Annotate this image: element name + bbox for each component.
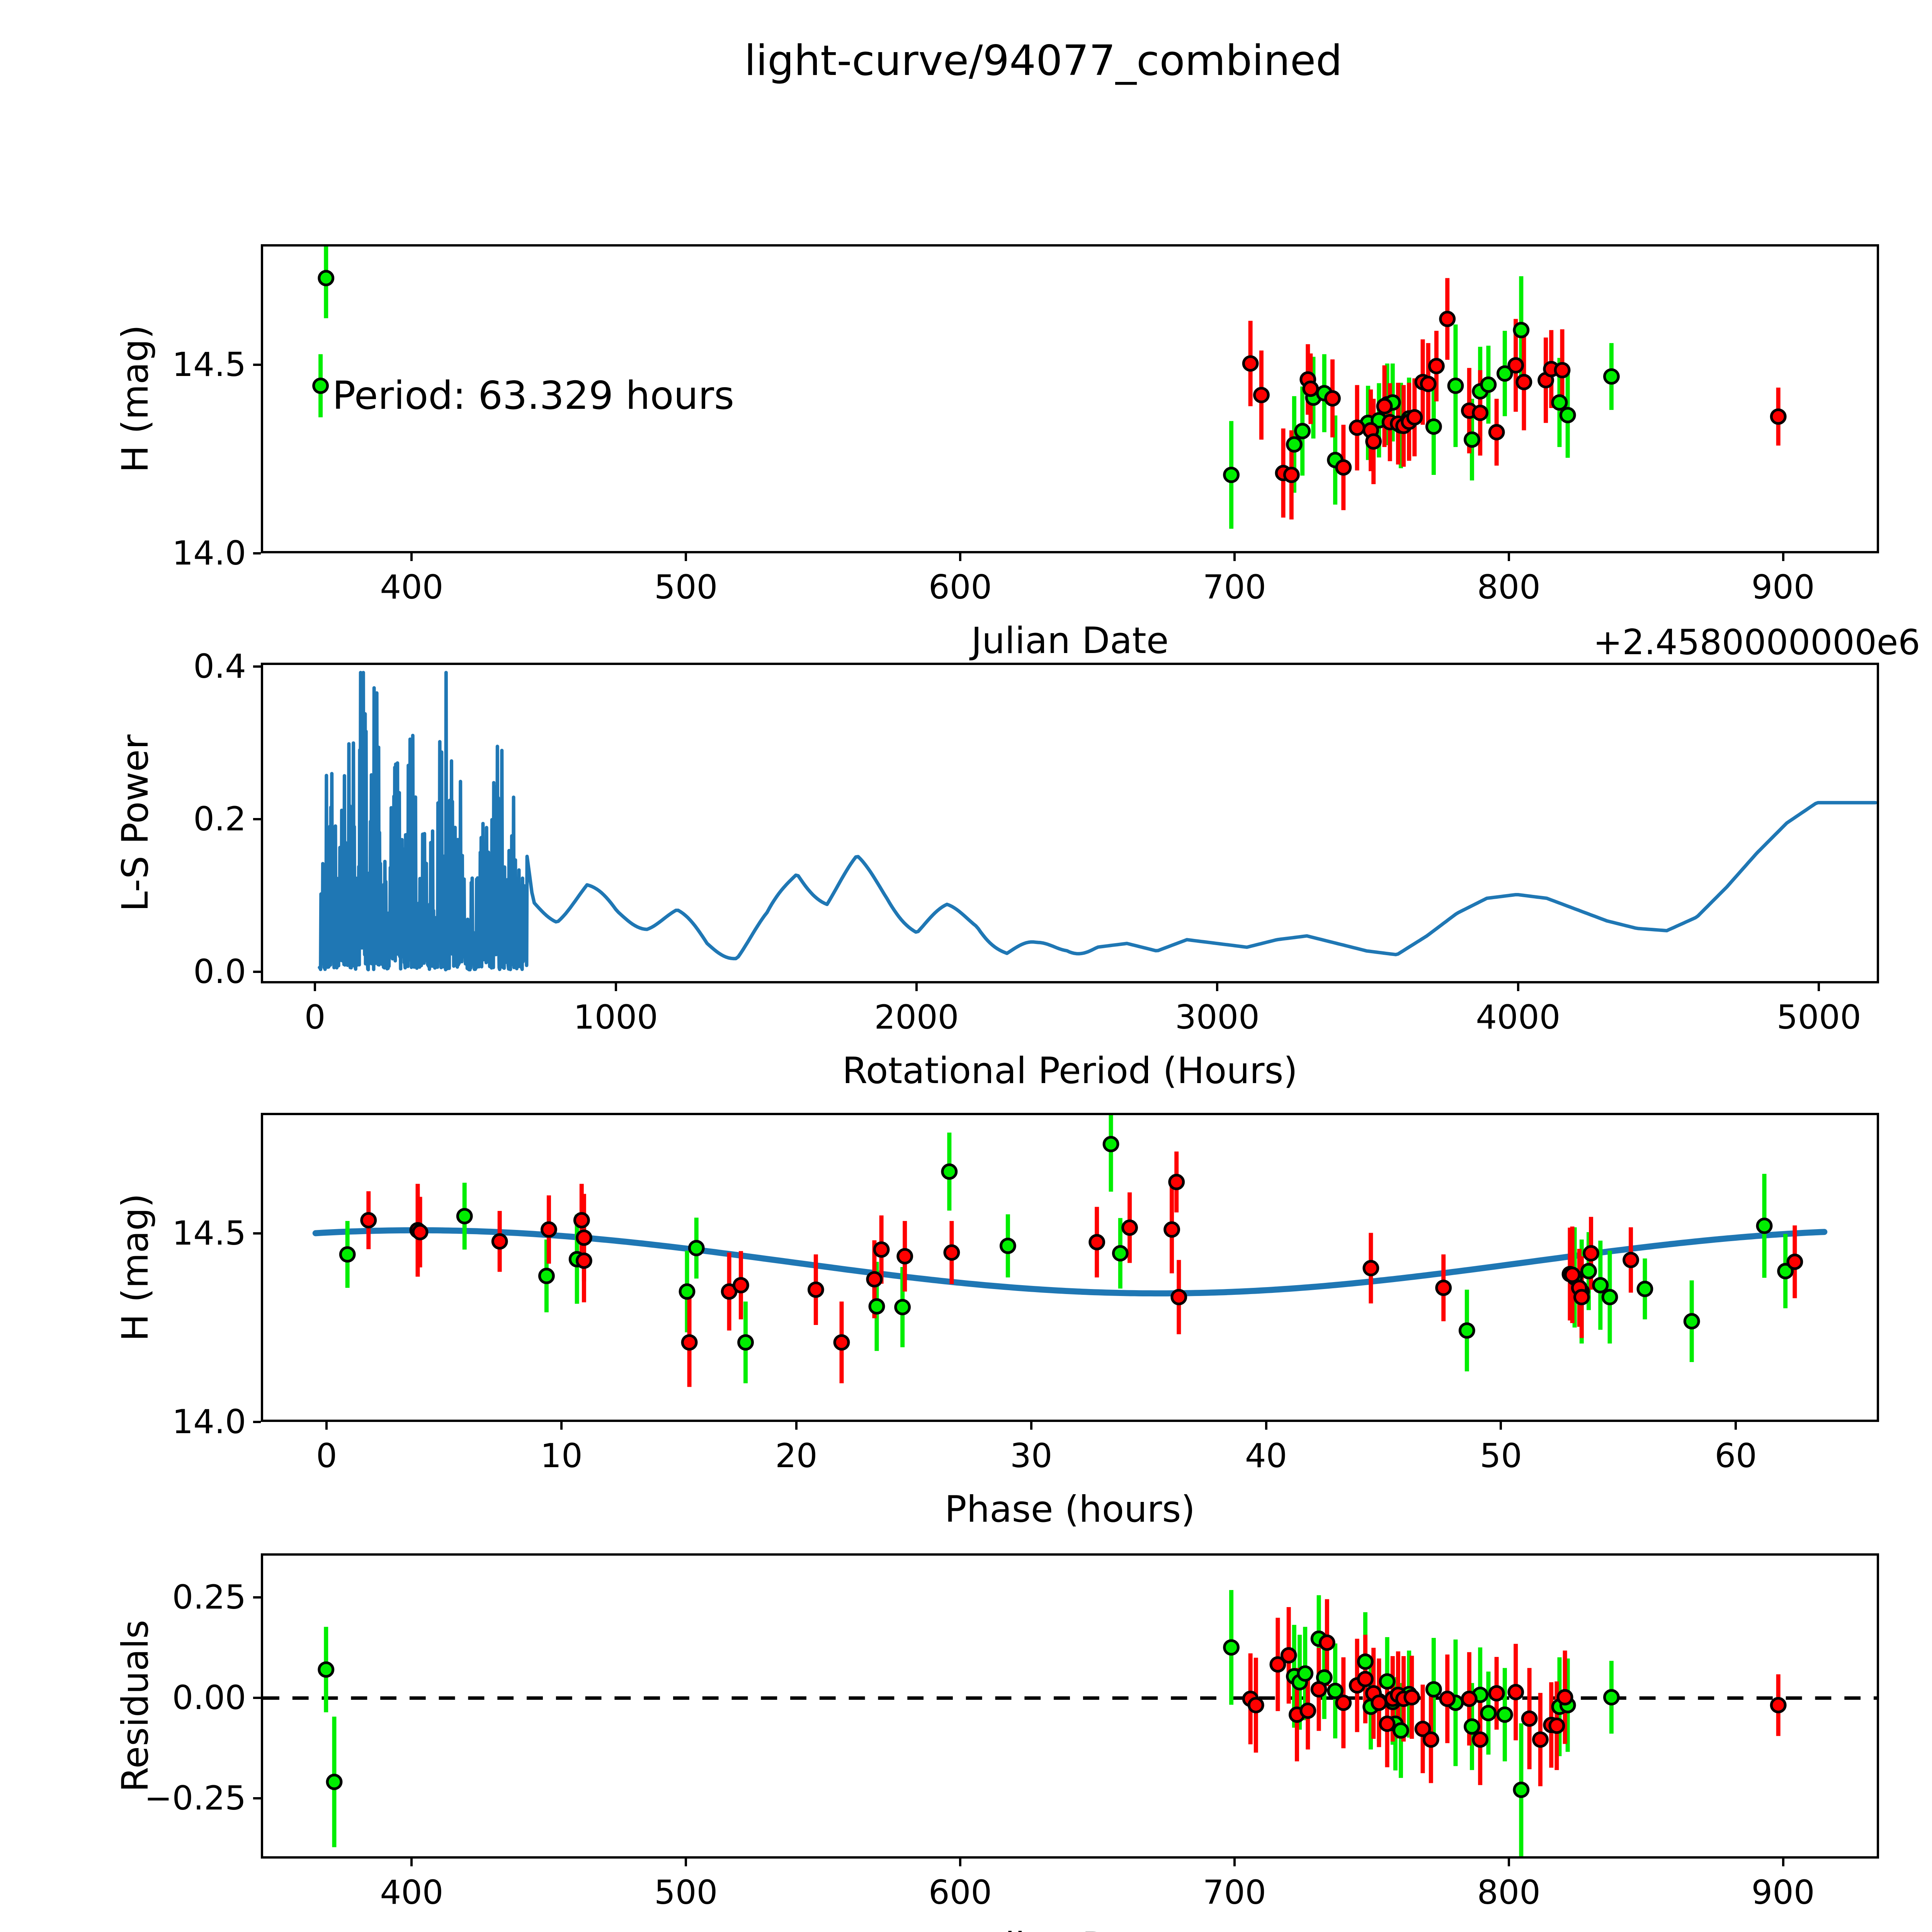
x-ticklabel: 700 xyxy=(1202,568,1266,607)
x-ticklabel: 3000 xyxy=(1175,998,1260,1037)
y-axis-label: Residuals xyxy=(114,1620,156,1792)
x-ticklabel: 900 xyxy=(1751,1873,1815,1912)
y-tickmark xyxy=(253,1697,261,1699)
x-ticklabel: 0 xyxy=(304,998,326,1037)
y-ticklabel: 14.0 xyxy=(172,534,246,573)
x-ticklabel: 800 xyxy=(1477,1873,1541,1912)
y-axis-label: H (mag) xyxy=(114,325,156,473)
x-axis-offset-text: +2.4580000000e6 xyxy=(1593,622,1920,663)
y-ticklabel: 0.25 xyxy=(172,1578,246,1617)
x-tickmark xyxy=(1735,1422,1737,1430)
x-ticklabel: 1000 xyxy=(573,998,658,1037)
period-annotation: Period: 63.329 hours xyxy=(332,373,735,418)
panel-lightcurve xyxy=(261,244,1879,553)
x-ticklabel: 10 xyxy=(540,1437,583,1475)
x-tickmark xyxy=(1517,983,1519,991)
x-ticklabel: 40 xyxy=(1245,1437,1287,1475)
y-ticklabel: 14.5 xyxy=(172,1214,246,1253)
x-tickmark xyxy=(1507,1859,1510,1866)
y-tickmark xyxy=(253,818,261,821)
y-ticklabel: 0.00 xyxy=(172,1679,246,1718)
x-ticklabel: 5000 xyxy=(1776,998,1861,1037)
y-ticklabel: 0.2 xyxy=(193,800,246,839)
x-ticklabel: 20 xyxy=(775,1437,818,1475)
x-tickmark xyxy=(1507,553,1510,561)
y-ticklabel: 14.0 xyxy=(172,1403,246,1441)
x-tickmark xyxy=(410,553,413,561)
x-tickmark xyxy=(959,553,962,561)
x-tickmark xyxy=(560,1422,563,1430)
x-ticklabel: 600 xyxy=(928,1873,992,1912)
x-tickmark xyxy=(1782,553,1784,561)
x-tickmark xyxy=(1265,1422,1267,1430)
x-tickmark xyxy=(1500,1422,1502,1430)
y-tickmark xyxy=(253,665,261,668)
y-tickmark xyxy=(253,364,261,366)
x-axis-offset-text: +2.4580000000e6 xyxy=(1593,1927,1920,1932)
figure-title: light-curve/94077_combined xyxy=(744,37,1342,85)
y-ticklabel: −0.25 xyxy=(144,1779,246,1818)
x-tickmark xyxy=(685,1859,687,1866)
y-axis-label: L-S Power xyxy=(114,734,156,912)
x-tickmark xyxy=(959,1859,962,1866)
x-tickmark xyxy=(410,1859,413,1866)
x-tickmark xyxy=(1782,1859,1784,1866)
x-tickmark xyxy=(1818,983,1820,991)
panel-periodogram xyxy=(261,663,1879,983)
x-tickmark xyxy=(314,983,316,991)
y-tickmark xyxy=(253,552,261,554)
x-ticklabel: 900 xyxy=(1751,568,1815,607)
x-axis-label: Rotational Period (Hours) xyxy=(842,1050,1298,1092)
y-tickmark xyxy=(253,1232,261,1235)
x-axis-label: Julian Date xyxy=(971,620,1169,662)
x-ticklabel: 4000 xyxy=(1476,998,1561,1037)
x-ticklabel: 50 xyxy=(1480,1437,1522,1475)
x-tickmark xyxy=(1233,1859,1236,1866)
x-tickmark xyxy=(1233,553,1236,561)
panel-residuals xyxy=(261,1553,1879,1859)
y-tickmark xyxy=(253,1421,261,1423)
x-tickmark xyxy=(795,1422,798,1430)
x-ticklabel: 30 xyxy=(1010,1437,1053,1475)
x-ticklabel: 60 xyxy=(1714,1437,1757,1475)
x-tickmark xyxy=(915,983,918,991)
x-ticklabel: 700 xyxy=(1202,1873,1266,1912)
x-tickmark xyxy=(1216,983,1219,991)
x-ticklabel: 600 xyxy=(928,568,992,607)
y-ticklabel: 0.4 xyxy=(193,647,246,686)
y-ticklabel: 14.5 xyxy=(172,345,246,384)
y-tickmark xyxy=(253,1797,261,1800)
x-tickmark xyxy=(685,553,687,561)
x-ticklabel: 500 xyxy=(654,1873,718,1912)
x-tickmark xyxy=(614,983,617,991)
y-tickmark xyxy=(253,971,261,973)
y-ticklabel: 0.0 xyxy=(193,952,246,992)
y-axis-label: H (mag) xyxy=(114,1193,156,1342)
x-tickmark xyxy=(1030,1422,1032,1430)
x-ticklabel: 800 xyxy=(1477,568,1541,607)
panel-phasefold xyxy=(261,1113,1879,1422)
x-axis-label: Phase (hours) xyxy=(944,1488,1196,1531)
x-ticklabel: 400 xyxy=(380,568,444,607)
x-ticklabel: 500 xyxy=(654,568,718,607)
x-ticklabel: 2000 xyxy=(874,998,959,1037)
x-ticklabel: 400 xyxy=(380,1873,444,1912)
x-tickmark xyxy=(325,1422,328,1430)
x-ticklabel: 0 xyxy=(316,1437,337,1475)
y-tickmark xyxy=(253,1596,261,1599)
x-axis-label: Julian Date xyxy=(261,1925,1879,1932)
